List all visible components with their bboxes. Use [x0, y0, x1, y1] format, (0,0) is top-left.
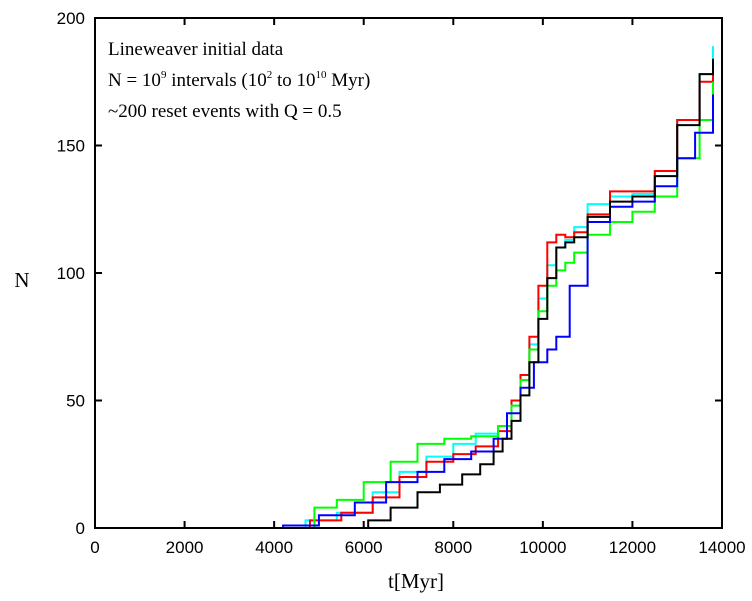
- annotation-line-2-sup-2: 2: [267, 69, 273, 81]
- x-tick-label: 10000: [519, 538, 566, 557]
- series-line-1: [278, 46, 714, 529]
- x-tick-label: 4000: [255, 538, 293, 557]
- y-tick-label: 0: [76, 519, 85, 538]
- x-tick-label: 2000: [166, 538, 204, 557]
- annotation-line-2-post: Myr): [326, 70, 370, 91]
- x-tick-label: 8000: [434, 538, 472, 557]
- annotation-line-2-sup-3: 10: [315, 69, 327, 81]
- x-tick-label: 14000: [698, 538, 745, 557]
- plot-frame: [94, 17, 723, 529]
- y-tick-label: 100: [57, 264, 85, 283]
- annotation-line-3: ~200 reset events with Q = 0.5: [108, 101, 342, 122]
- y-tick-label: 150: [57, 137, 85, 156]
- y-ticks: 0 50 100 150 200: [57, 9, 722, 538]
- annotation-line-2-sup-1: 9: [161, 69, 167, 81]
- annotation-line-2-mid-2: to 10: [272, 70, 315, 91]
- annotation-line-1: Lineweaver initial data: [108, 39, 284, 60]
- y-axis-title: N: [14, 268, 29, 292]
- series-line-5: [345, 58, 714, 529]
- y-tick-label: 50: [66, 392, 85, 411]
- series-line-2: [274, 66, 714, 529]
- annotation-line-2: N = 109 intervals (102 to 1010 Myr): [108, 69, 370, 91]
- x-tick-label: 6000: [345, 538, 383, 557]
- plot-series: [256, 46, 714, 529]
- x-tick-label: 12000: [609, 538, 656, 557]
- annotation-text: Lineweaver initial data N = 109 interval…: [108, 39, 370, 122]
- annotation-line-2-pre: N = 10: [108, 70, 161, 91]
- series-line-4: [256, 94, 714, 529]
- x-axis-title: t[Myr]: [388, 569, 444, 593]
- x-tick-label: 0: [90, 538, 99, 557]
- annotation-line-2-mid: intervals (10: [166, 70, 266, 91]
- series-line-3: [296, 81, 714, 529]
- x-ticks: 0 2000 4000 6000 8000 10000 12000 14000: [90, 18, 746, 557]
- y-tick-label: 200: [57, 9, 85, 28]
